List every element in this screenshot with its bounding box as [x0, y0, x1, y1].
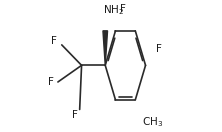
Text: NH$_2$: NH$_2$ [103, 3, 125, 17]
Text: F: F [48, 77, 54, 87]
Text: F: F [51, 36, 57, 46]
Text: F: F [157, 44, 162, 54]
Polygon shape [103, 31, 107, 65]
Text: CH$_3$: CH$_3$ [142, 115, 163, 129]
Text: F: F [120, 4, 126, 14]
Text: F: F [72, 110, 77, 120]
